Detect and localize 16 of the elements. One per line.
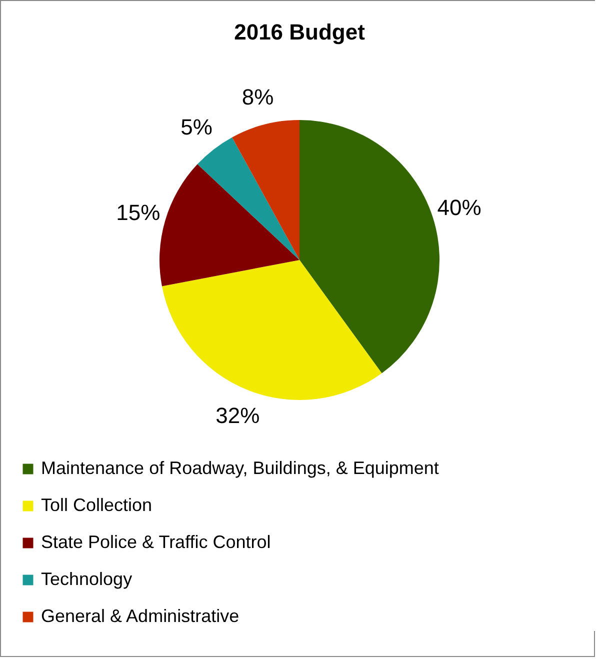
data-label: 40% <box>437 195 482 220</box>
pie-slice <box>160 164 300 286</box>
pie-slice <box>232 120 300 260</box>
legend-label: General & Administrative <box>41 606 240 626</box>
data-label: 32% <box>216 403 260 428</box>
pie-slice <box>162 260 382 400</box>
pie-slice <box>300 120 440 374</box>
legend-label: Maintenance of Roadway, Buildings, & Equipment <box>41 458 439 478</box>
chart-title: 2016 Budget <box>234 19 366 44</box>
data-label: 15% <box>116 200 160 226</box>
legend-label: Toll Collection <box>41 495 152 515</box>
legend-label: State Police & Traffic Control <box>41 532 271 552</box>
pie-slice <box>197 137 300 260</box>
data-label: 8% <box>242 84 274 110</box>
legend-label: Technology <box>41 569 132 589</box>
data-label: 5% <box>180 114 212 140</box>
